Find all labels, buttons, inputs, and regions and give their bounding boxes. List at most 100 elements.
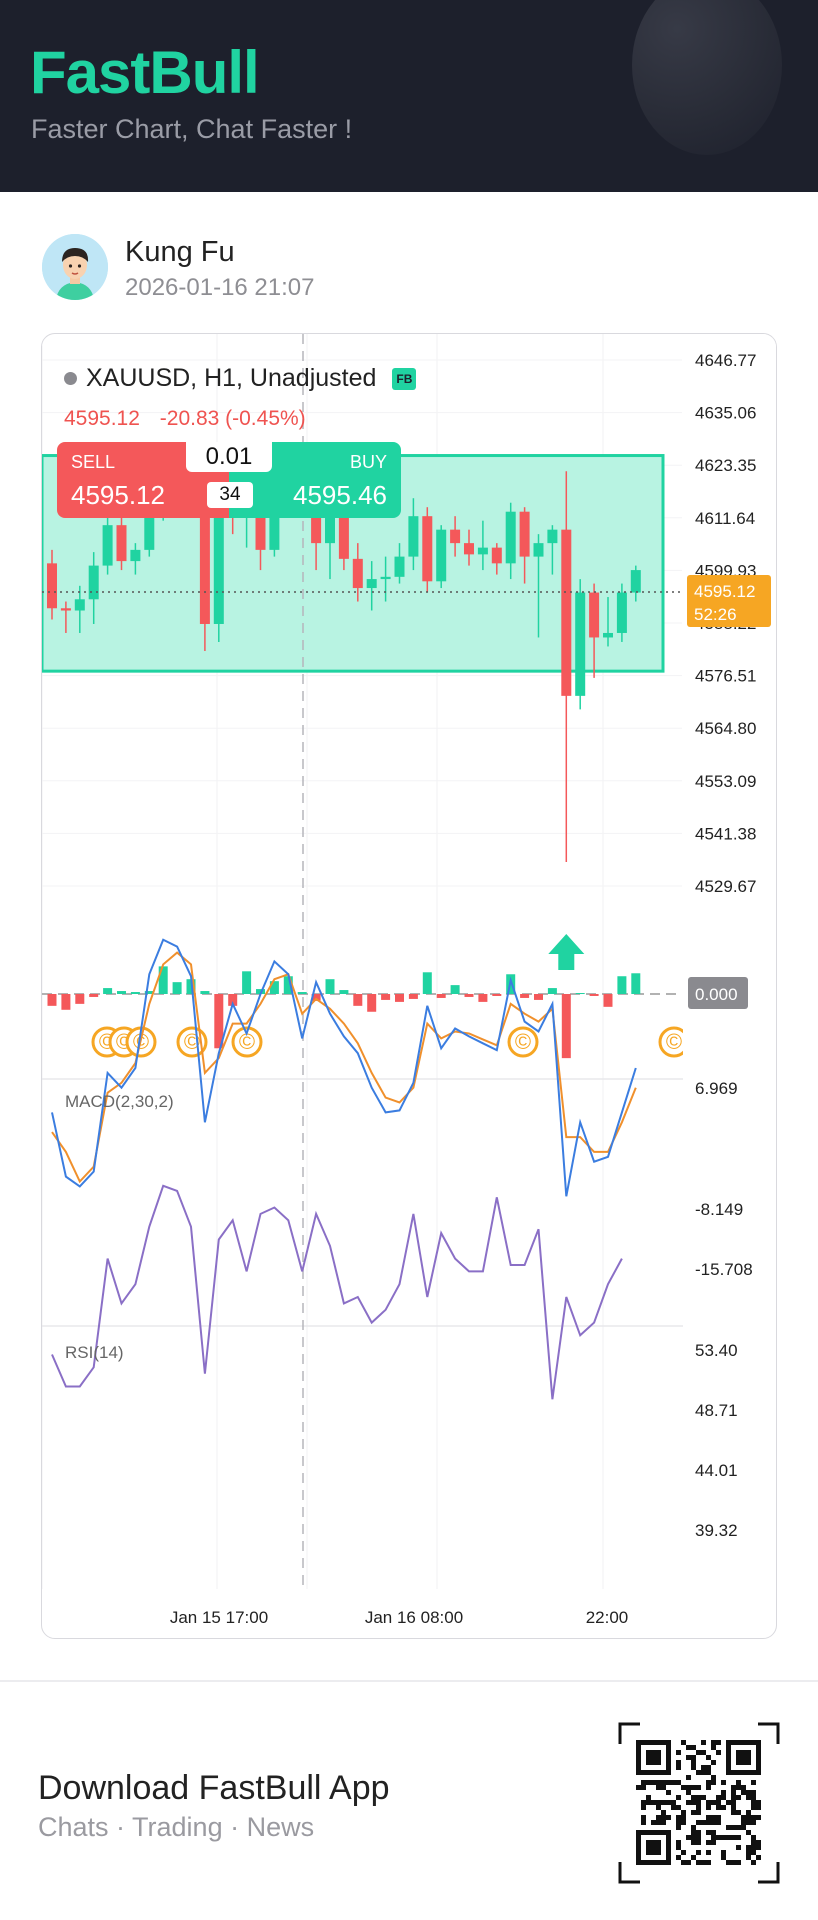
qr-module [741, 1820, 746, 1825]
qr-module [636, 1750, 641, 1755]
qr-module [646, 1845, 651, 1850]
qr-module [736, 1770, 741, 1775]
qr-module [636, 1840, 641, 1845]
qr-module [706, 1840, 711, 1845]
qr-module [686, 1745, 691, 1750]
qr-module [666, 1790, 671, 1795]
qr-module [711, 1775, 716, 1780]
macd-histogram-bar [47, 994, 57, 1006]
qr-module [666, 1765, 671, 1770]
qr-module [706, 1830, 711, 1835]
qr-module [691, 1755, 696, 1760]
qr-module [676, 1795, 681, 1800]
qr-module [661, 1810, 666, 1815]
candle-body [325, 502, 335, 544]
qr-module [656, 1770, 661, 1775]
price-axis-label: 4611.64 [695, 509, 755, 528]
qr-module [756, 1800, 761, 1805]
candle-body [60, 608, 71, 611]
macd-axis-label: -15.708 [695, 1260, 753, 1279]
qr-module [706, 1755, 711, 1760]
avatar[interactable] [42, 234, 108, 300]
qr-module [711, 1740, 716, 1745]
qr-module [746, 1810, 751, 1815]
status-dot [64, 372, 77, 385]
macd-histogram-bar [367, 994, 377, 1012]
qr-module [651, 1770, 656, 1775]
qr-module [736, 1780, 741, 1785]
qr-module [756, 1745, 761, 1750]
qr-module [756, 1755, 761, 1760]
qr-module [746, 1850, 751, 1855]
qr-module [731, 1805, 736, 1810]
qr-module [666, 1840, 671, 1845]
candle-body [408, 516, 419, 557]
qr-module [726, 1750, 731, 1755]
qr-module [756, 1750, 761, 1755]
price-axis-label: 4529.67 [695, 877, 756, 896]
qr-module [696, 1830, 701, 1835]
candle-body [74, 599, 85, 611]
qr-corner-bracket [758, 1862, 780, 1884]
lot-size-input[interactable]: 0.01 [186, 442, 272, 472]
qr-module [741, 1790, 746, 1795]
qr-module [651, 1800, 656, 1805]
qr-module [651, 1840, 656, 1845]
brand-tagline: Faster Chart, Chat Faster ! [31, 114, 353, 144]
qr-module [706, 1800, 711, 1805]
avatar-icon [42, 234, 108, 300]
qr-module [721, 1835, 726, 1840]
qr-module [656, 1840, 661, 1845]
macd-histogram-bar [631, 973, 641, 994]
candle-body [616, 592, 627, 633]
qr-module [671, 1800, 676, 1805]
qr-module [736, 1750, 741, 1755]
qr-module [736, 1845, 741, 1850]
qr-module [726, 1755, 731, 1760]
qr-module [676, 1780, 681, 1785]
qr-module [636, 1770, 641, 1775]
qr-module [721, 1790, 726, 1795]
qr-module [736, 1785, 741, 1790]
qr-module [666, 1850, 671, 1855]
macd-label: MACD(2,30,2) [65, 1092, 174, 1111]
qr-module [751, 1800, 756, 1805]
qr-module [696, 1835, 701, 1840]
price-tag-countdown: 52:26 [694, 605, 737, 624]
qr-module [676, 1845, 681, 1850]
qr-module [731, 1795, 736, 1800]
qr-module [701, 1820, 706, 1825]
qr-module [686, 1800, 691, 1805]
qr-module [756, 1805, 761, 1810]
qr-module [686, 1755, 691, 1760]
qr-module [661, 1820, 666, 1825]
qr-module [676, 1840, 681, 1845]
candle-body [491, 547, 502, 564]
qr-module [726, 1770, 731, 1775]
qr-module [666, 1750, 671, 1755]
qr-module [641, 1860, 646, 1865]
dividend-marker-glyph: © [515, 1029, 531, 1054]
qr-module [746, 1750, 751, 1755]
chart-canvas[interactable]: © © © © © © ©4646.774635.064623.354611.644599.… [42, 334, 777, 1639]
up-arrow-icon [548, 934, 585, 970]
qr-module [741, 1770, 746, 1775]
qr-module [686, 1785, 691, 1790]
qr-module [701, 1765, 706, 1770]
price-axis-label: 4623.35 [695, 456, 756, 475]
macd-histogram-bar [228, 994, 238, 1006]
macd-histogram-bar [464, 994, 474, 997]
macd-histogram-bar [325, 979, 335, 994]
qr-module [741, 1755, 746, 1760]
qr-module [656, 1830, 661, 1835]
download-subtitle: Chats · Trading · News [38, 1812, 315, 1842]
qr-module [726, 1835, 731, 1840]
candle-body [575, 592, 586, 696]
qr-module [686, 1860, 691, 1865]
qr-code[interactable] [618, 1722, 780, 1884]
macd-histogram-bar [589, 994, 599, 996]
qr-module [746, 1815, 751, 1820]
qr-module [646, 1800, 651, 1805]
qr-module [701, 1770, 706, 1775]
post-datetime: 2026-01-16 21:07 [125, 274, 315, 301]
